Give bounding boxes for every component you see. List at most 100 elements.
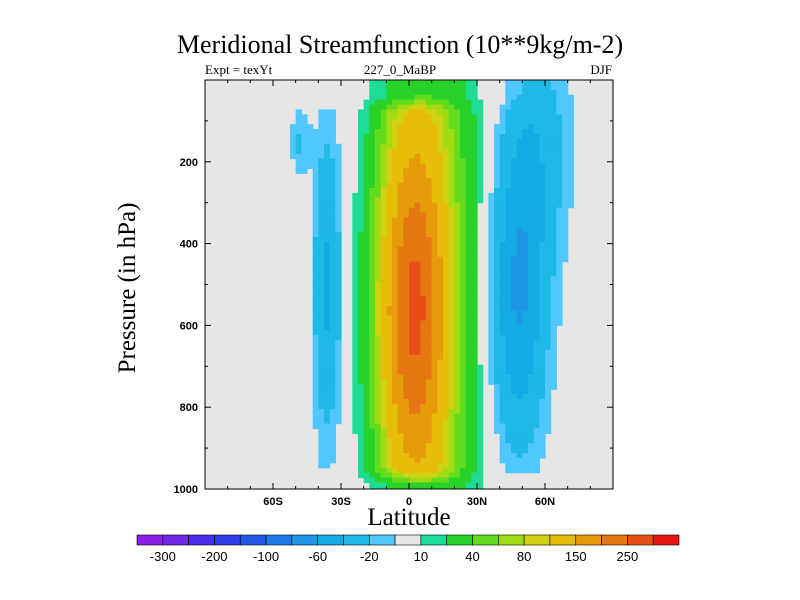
contour-cell bbox=[403, 305, 410, 312]
contour-cell bbox=[437, 153, 444, 160]
contour-cell bbox=[358, 325, 365, 331]
contour-cell bbox=[426, 399, 433, 405]
contour-cell bbox=[516, 399, 523, 405]
contour-cell bbox=[431, 232, 438, 238]
contour-cell bbox=[511, 315, 518, 322]
contour-cell bbox=[420, 384, 427, 390]
contour-cell bbox=[505, 281, 512, 287]
contour-cell bbox=[386, 457, 393, 464]
contour-cell bbox=[363, 227, 370, 233]
contour-cell bbox=[539, 418, 546, 425]
contour-cell bbox=[522, 354, 529, 361]
contour-cell bbox=[528, 374, 535, 380]
contour-cell bbox=[369, 192, 376, 199]
contour-cell bbox=[431, 109, 438, 115]
contour-cell bbox=[550, 374, 557, 380]
contour-cell bbox=[443, 80, 450, 86]
contour-cell bbox=[380, 369, 387, 376]
contour-cell bbox=[499, 300, 506, 307]
contour-cell bbox=[511, 129, 518, 135]
contour-cell bbox=[539, 133, 546, 140]
contour-cell bbox=[329, 438, 336, 444]
contour-cell bbox=[369, 251, 376, 258]
contour-cell bbox=[448, 300, 455, 307]
contour-cell bbox=[380, 197, 387, 204]
contour-cell bbox=[471, 251, 478, 258]
contour-cell bbox=[522, 349, 529, 356]
contour-cell bbox=[324, 114, 331, 120]
contour-cell bbox=[511, 192, 518, 199]
contour-cell bbox=[550, 232, 557, 238]
contour-cell bbox=[471, 276, 478, 282]
colorbar-swatch bbox=[162, 534, 189, 546]
contour-cell bbox=[358, 178, 365, 184]
contour-cell bbox=[522, 320, 529, 326]
contour-cell bbox=[533, 217, 540, 223]
contour-cell bbox=[397, 379, 404, 385]
contour-cell bbox=[397, 138, 404, 145]
contour-cell bbox=[426, 246, 433, 253]
contour-cell bbox=[426, 281, 433, 287]
contour-cell bbox=[403, 246, 410, 253]
contour-cell bbox=[380, 443, 387, 449]
contour-cell bbox=[403, 187, 410, 194]
contour-cell bbox=[335, 354, 342, 361]
contour-cell bbox=[550, 202, 557, 209]
contour-cell bbox=[329, 114, 336, 120]
contour-cell bbox=[516, 423, 523, 430]
contour-cell bbox=[522, 133, 529, 140]
contour-cell bbox=[324, 153, 331, 160]
contour-cell bbox=[352, 237, 359, 243]
contour-cell bbox=[369, 119, 376, 125]
contour-cell bbox=[386, 305, 393, 312]
contour-cell bbox=[363, 335, 370, 341]
contour-cell bbox=[363, 345, 370, 351]
contour-cell bbox=[471, 354, 478, 361]
contour-cell bbox=[539, 399, 546, 405]
contour-cell bbox=[533, 232, 540, 238]
contour-cell bbox=[329, 138, 336, 145]
contour-cell bbox=[505, 232, 512, 238]
contour-cell bbox=[448, 217, 455, 223]
contour-cell bbox=[318, 330, 325, 336]
contour-cell bbox=[358, 271, 365, 277]
contour-cell bbox=[318, 443, 325, 449]
contour-cell bbox=[397, 335, 404, 341]
contour-cell bbox=[460, 374, 467, 380]
contour-cell bbox=[471, 183, 478, 189]
contour-cell bbox=[386, 276, 393, 282]
contour-cell bbox=[420, 453, 427, 459]
contour-cell bbox=[403, 99, 410, 106]
contour-cell bbox=[545, 389, 552, 395]
contour-cell bbox=[550, 222, 557, 228]
contour-cell bbox=[437, 99, 444, 106]
contour-cell bbox=[567, 124, 574, 130]
contour-cell bbox=[505, 295, 512, 302]
contour-cell bbox=[516, 114, 523, 120]
contour-cell bbox=[335, 295, 342, 302]
contour-cell bbox=[392, 281, 399, 287]
contour-cell bbox=[471, 335, 478, 341]
contour-cell bbox=[562, 94, 569, 101]
contour-cell bbox=[437, 281, 444, 287]
contour-cell bbox=[471, 143, 478, 150]
contour-cell bbox=[499, 394, 506, 400]
contour-cell bbox=[335, 197, 342, 204]
contour-cell bbox=[567, 163, 574, 169]
contour-cell bbox=[312, 217, 319, 223]
contour-cell bbox=[414, 428, 421, 434]
contour-cell bbox=[460, 94, 467, 101]
contour-cell bbox=[454, 232, 461, 238]
contour-cell bbox=[539, 197, 546, 204]
contour-cell bbox=[539, 286, 546, 292]
contour-cell bbox=[392, 168, 399, 174]
contour-cell bbox=[369, 487, 376, 489]
contour-cell bbox=[397, 109, 404, 115]
contour-cell bbox=[505, 168, 512, 174]
contour-cell bbox=[443, 389, 450, 395]
contour-cell bbox=[312, 138, 319, 145]
contour-cell bbox=[380, 389, 387, 395]
contour-cell bbox=[318, 408, 325, 415]
contour-cell bbox=[392, 187, 399, 194]
contour-cell bbox=[550, 379, 557, 385]
